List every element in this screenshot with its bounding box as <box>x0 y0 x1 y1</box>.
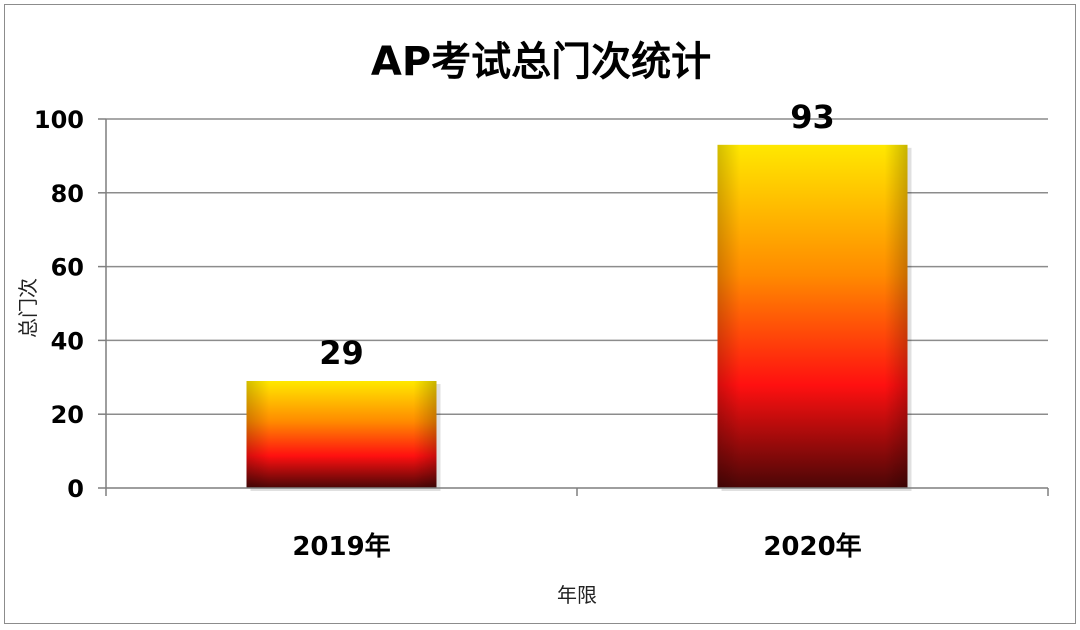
y-tick-label: 80 <box>51 180 84 208</box>
x-axis-title: 年限 <box>557 583 597 607</box>
y-axis-title: 总门次 <box>16 278 40 338</box>
x-category-label: 2019年 <box>292 531 390 562</box>
chart-title: AP考试总门次统计 <box>371 39 711 85</box>
y-tick-label: 60 <box>51 254 84 282</box>
y-tick-label: 100 <box>34 106 84 134</box>
bar-value-label: 93 <box>790 98 835 136</box>
y-tick-label: 40 <box>51 327 84 355</box>
bar-value-label: 29 <box>319 334 364 372</box>
chart-frame: AP考试总门次统计 0 20 40 60 80 100 29 2019年 93 2020年 年限 … <box>4 4 1076 624</box>
bar-shading <box>717 144 908 488</box>
y-tick-label: 0 <box>67 475 84 503</box>
x-category-label: 2020年 <box>763 531 861 562</box>
bar-shading <box>246 380 437 488</box>
axes <box>98 118 1049 496</box>
labels: 0 20 40 60 80 100 29 2019年 93 2020年 <box>34 98 862 562</box>
bars <box>246 144 912 491</box>
y-tick-label: 20 <box>51 401 84 429</box>
